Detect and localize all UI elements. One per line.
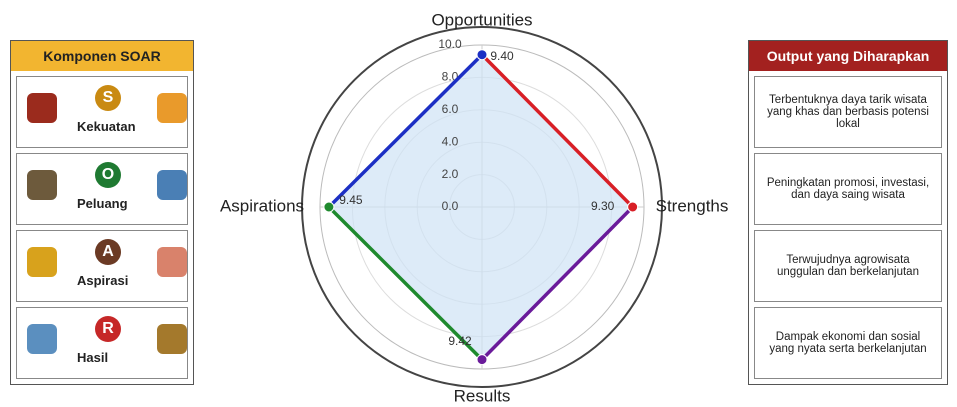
value-label: 9.40 <box>490 49 514 63</box>
radar-point <box>628 202 638 212</box>
category-label: Aspirations <box>220 196 304 215</box>
radar-point <box>324 202 334 212</box>
value-label: 9.30 <box>591 199 615 213</box>
radar-point <box>477 355 487 365</box>
category-label: Strengths <box>656 196 729 215</box>
category-label: Results <box>454 386 511 405</box>
r-tick-label: 10.0 <box>438 37 462 51</box>
r-tick-label: 4.0 <box>442 134 459 148</box>
chart: 0.02.04.06.08.010.09.40Opportunities9.30… <box>0 0 957 407</box>
value-label: 9.45 <box>339 193 363 207</box>
radar-area <box>329 55 633 360</box>
r-tick-label: 6.0 <box>442 102 459 116</box>
radar-point <box>477 50 487 60</box>
r-tick-label: 0.0 <box>442 199 459 213</box>
r-tick-label: 2.0 <box>442 167 459 181</box>
value-label: 9.42 <box>448 334 472 348</box>
category-label: Opportunities <box>431 10 532 29</box>
page: Komponen SOAR SKekuatan OPeluang AAspira… <box>0 0 957 407</box>
